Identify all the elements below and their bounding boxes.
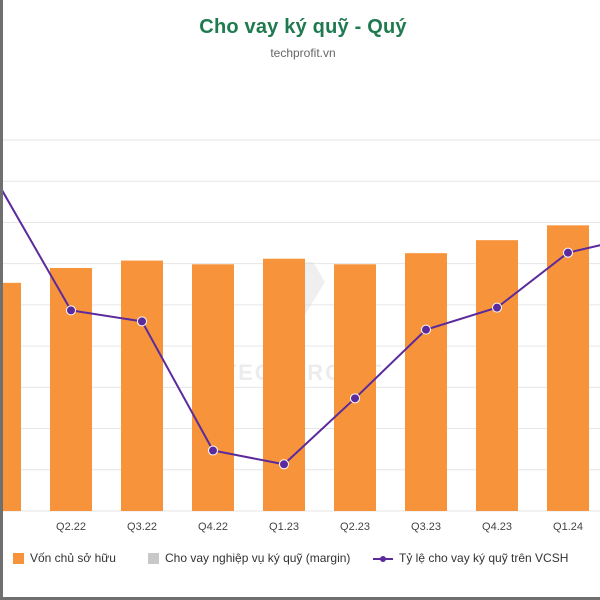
ratio-point-Q2.23[interactable] [350,393,360,404]
bar-equity-Q3.22[interactable] [121,260,163,511]
legend-label-equity: Vốn chủ sở hữu [30,551,116,565]
x-tick-label: Q1.24 [553,521,583,533]
chart-subtitle: techprofit.vn [270,46,336,60]
legend-item-margin[interactable]: Cho vay nghiệp vụ ký quỹ (margin) [148,551,350,565]
bar-equity-Q3.23[interactable] [405,253,447,511]
x-tick-label: Q4.23 [482,521,512,533]
ratio-point-Q3.23[interactable] [421,324,431,335]
bar-equity-Q4.22[interactable] [192,264,234,511]
legend-item-ratio[interactable]: Tỷ lệ cho vay ký quỹ trên VCSH [373,551,568,565]
x-tick-label: Q2.23 [340,521,370,533]
x-tick-label: Q1.23 [269,521,299,533]
x-tick-label: Q2.22 [56,521,86,533]
x-tick-label: Q3.22 [127,521,157,533]
bar-equity-Q2.22[interactable] [50,267,92,511]
legend-swatch-equity [13,552,24,564]
legend-swatch-margin [148,552,159,564]
legend-swatch-ratio [373,553,393,564]
chart-legend: Vốn chủ sở hữu Cho vay nghiệp vụ ký quỹ … [13,551,600,571]
legend-item-equity[interactable]: Vốn chủ sở hữu [13,551,116,565]
x-axis-ticks: Q2.22 Q3.22 Q4.22 Q1.23 Q2.23 Q3.23 Q4.23 Q1.24 [56,521,583,533]
ratio-point-Q1.24[interactable] [563,247,573,258]
ratio-point-Q2.22[interactable] [66,305,76,316]
chart-plot: TECHPROFIT Q2.22Q3.22Q4.22Q1.23Q2.23Q3.2… [3,139,600,533]
bar-series [3,225,589,512]
ratio-line [3,189,600,466]
bar-equity-Q1.23[interactable] [263,258,305,511]
ratio-point-Q4.23[interactable] [492,302,502,313]
bar-equity-Q4.23[interactable] [476,240,518,512]
x-tick-label: Q3.23 [411,521,441,533]
legend-label-margin: Cho vay nghiệp vụ ký quỹ (margin) [165,551,351,565]
bar-equity-Q1.22[interactable] [3,282,21,511]
legend-label-ratio: Tỷ lệ cho vay ký quỹ trên VCSH [399,551,569,565]
ratio-point-Q1.23[interactable] [279,459,289,470]
chart-title: Cho vay ký quỹ - Quý [199,16,407,38]
line-series [3,189,600,470]
bar-equity-Q2.23[interactable] [334,264,376,511]
x-tick-label: Q4.22 [198,521,228,533]
ratio-point-Q4.22[interactable] [208,445,218,456]
ratio-point-Q3.22[interactable] [137,316,147,327]
bar-equity-Q1.24[interactable] [547,225,589,511]
